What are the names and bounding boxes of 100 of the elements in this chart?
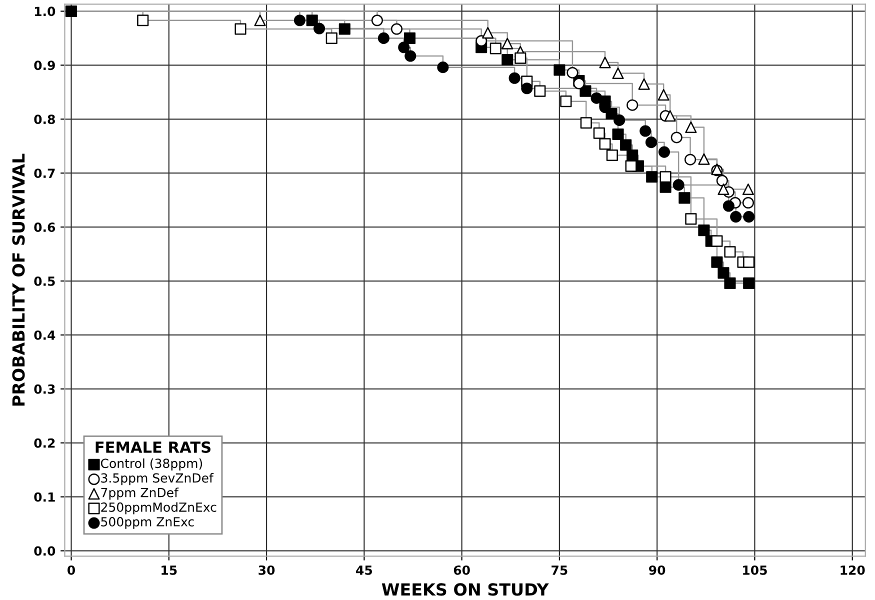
point (685, 121, 697, 133)
y-tick-label: 1.0 (34, 6, 56, 16)
point (664, 110, 676, 122)
point (645, 136, 657, 148)
point (730, 211, 742, 223)
x-tick-label: 120 (840, 565, 865, 575)
legend-label: 7ppm ZnDef (101, 488, 179, 500)
point (670, 132, 682, 144)
y-tick-label: 0.9 (34, 60, 55, 70)
point (612, 128, 624, 140)
point (646, 171, 658, 183)
point (137, 14, 149, 26)
y-tick-label: 0.2 (34, 438, 55, 448)
point (313, 22, 326, 34)
point (614, 114, 626, 126)
x-tick-label: 90 (649, 565, 666, 575)
point (612, 67, 624, 80)
y-axis-title: PROBABILITY OF SURVIVAL (12, 154, 25, 406)
point (672, 179, 684, 191)
point (743, 256, 755, 268)
y-tick-label: 0.1 (34, 492, 55, 502)
point (711, 256, 723, 268)
point (502, 54, 514, 66)
point (554, 64, 566, 76)
point (593, 127, 605, 139)
x-tick-label: 0 (68, 565, 76, 575)
point (476, 35, 488, 47)
point (404, 32, 416, 44)
point (566, 66, 578, 79)
point (658, 89, 670, 101)
point (508, 72, 520, 84)
point (514, 52, 526, 64)
point (684, 154, 696, 166)
x-tick-label: 15 (162, 566, 177, 575)
y-tick-label: 0.3 (34, 384, 55, 394)
point (742, 196, 754, 209)
point (65, 5, 78, 17)
point (685, 213, 697, 225)
point (718, 184, 730, 196)
point (711, 235, 723, 247)
point (698, 224, 710, 236)
point (234, 23, 246, 35)
point (743, 277, 755, 289)
point (640, 125, 652, 137)
point (404, 50, 416, 62)
y-tick-label: 0.6 (34, 222, 56, 232)
point (722, 200, 734, 212)
point (338, 23, 350, 35)
point (254, 14, 266, 26)
x-tick-label: 30 (258, 565, 275, 575)
legend-label: 250ppmModZnExc (101, 502, 216, 514)
point (326, 32, 338, 44)
point (521, 82, 533, 94)
point (626, 150, 638, 162)
y-tick-label: 0.5 (34, 276, 55, 286)
point (294, 14, 306, 26)
x-axis-title: WEEKS ON STUDY (382, 583, 549, 596)
point (378, 32, 390, 44)
point (743, 211, 755, 223)
point (658, 146, 670, 158)
y-tick-label: 0.7 (34, 168, 55, 178)
point (599, 56, 611, 68)
point (490, 42, 502, 54)
point (724, 277, 736, 289)
point (599, 138, 611, 150)
legend-label: 3.5ppm SevZnDef (101, 473, 214, 486)
point (606, 150, 618, 162)
point (742, 184, 754, 196)
point (580, 85, 592, 97)
y-tick-label: 0.4 (34, 330, 56, 340)
point (502, 38, 514, 50)
point (660, 171, 672, 183)
x-tick-label: 45 (356, 566, 372, 575)
point (660, 181, 672, 193)
x-tick-label: 60 (454, 565, 470, 575)
legend-label: Control (38ppm) (100, 458, 202, 471)
point (718, 267, 730, 279)
point (716, 174, 728, 186)
x-tick-label: 75 (552, 566, 568, 575)
y-tick-label: 0.0 (34, 546, 56, 556)
point (306, 14, 318, 26)
point (560, 96, 572, 108)
point (620, 139, 632, 151)
point (534, 85, 546, 97)
point (638, 78, 650, 90)
point (625, 160, 637, 172)
x-tick-label: 105 (743, 565, 767, 575)
point (698, 153, 710, 165)
legend-title: FEMALE RATS (96, 441, 210, 453)
point (398, 42, 410, 54)
legend-label: 500ppm ZnExc (101, 517, 194, 529)
point (390, 23, 402, 35)
y-tick-label: 0.8 (34, 114, 55, 124)
point (573, 78, 585, 90)
point (590, 92, 602, 104)
point (678, 192, 690, 204)
point (580, 117, 592, 129)
point (437, 62, 449, 74)
point (626, 99, 638, 111)
point (482, 27, 494, 39)
